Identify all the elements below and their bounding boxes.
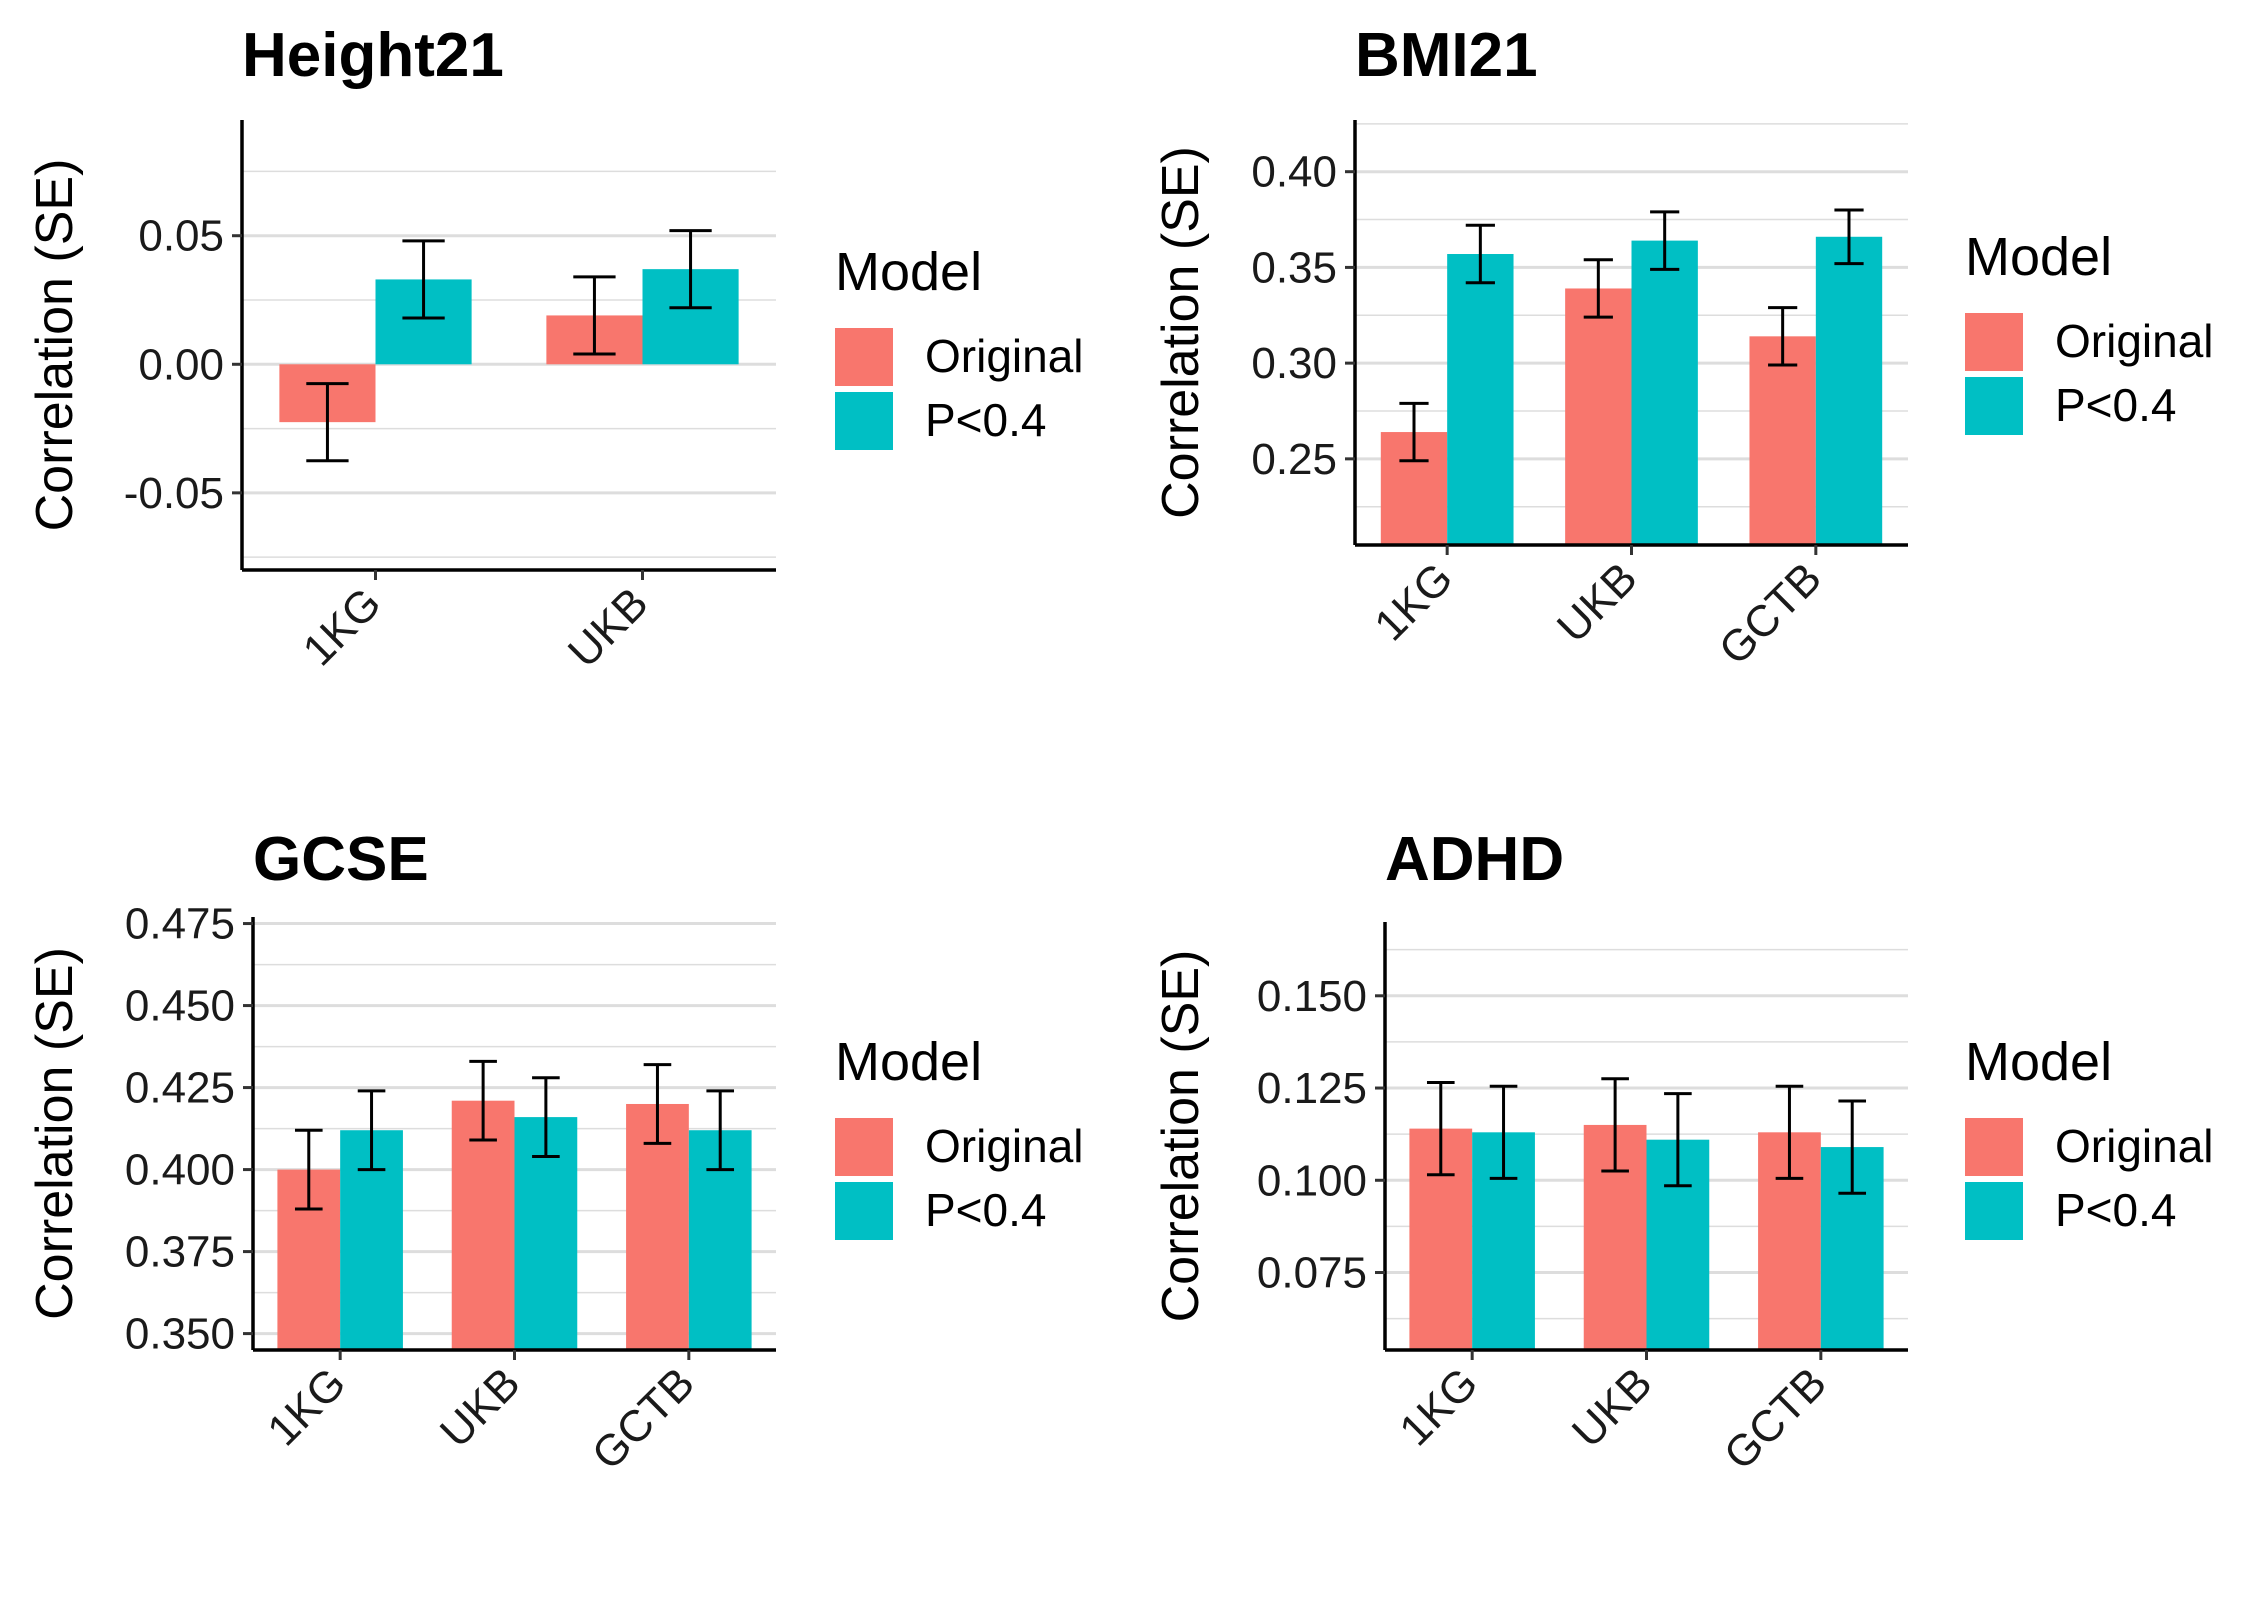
x-tick-label-GCTB: GCTB (1710, 553, 1831, 674)
y-tick-label: 0.450 (125, 982, 235, 1031)
legend-key-original (835, 328, 893, 386)
y-tick-label: 0.425 (125, 1064, 235, 1113)
panel-title: Height21 (242, 21, 504, 90)
legend-key-original (835, 1118, 893, 1176)
panel-0: -0.05 0.00 0.05 1KG UKB Height21 Correlation (… (26, 21, 1084, 677)
x-tick-label-GCTB: GCTB (1715, 1358, 1836, 1479)
panel-title: BMI21 (1355, 21, 1538, 90)
legend: Model Original P<0.4 (1965, 1032, 2214, 1240)
legend-label-original: Original (2055, 315, 2214, 367)
x-tick-label-1KG: 1KG (258, 1358, 355, 1455)
legend-label-original: Original (2055, 1120, 2214, 1172)
legend-label-original: Original (925, 1120, 1084, 1172)
y-axis-label: Correlation (SE) (1152, 950, 1210, 1323)
bar-p04-UKB (1631, 240, 1698, 546)
legend-title: Model (835, 1032, 982, 1092)
bar-p04-GCTB (1815, 236, 1883, 545)
panel-3: 0.075 0.100 0.125 0.150 1KG UKB GCTB ADHD Correl… (1152, 825, 2214, 1480)
panel-2: 0.350 0.375 0.400 0.425 0.450 0.475 1KG UKB GCTB… (26, 825, 1084, 1480)
y-tick-label: 0.30 (1251, 339, 1337, 388)
y-axis-label: Correlation (SE) (1152, 146, 1210, 519)
x-tick-label-UKB: UKB (1563, 1358, 1662, 1457)
y-tick-label: 0.100 (1257, 1156, 1367, 1205)
legend-title: Model (1965, 1032, 2112, 1092)
y-axis-label: Correlation (SE) (26, 947, 84, 1320)
legend: Model Original P<0.4 (835, 1032, 1084, 1240)
panel-title: ADHD (1385, 825, 1564, 894)
y-tick-label: 0.475 (125, 900, 235, 949)
legend-label-p04: P<0.4 (2055, 379, 2177, 431)
y-tick-label: 0.125 (1257, 1064, 1367, 1113)
x-tick-label-UKB: UKB (431, 1358, 530, 1457)
legend-label-original: Original (925, 330, 1084, 382)
legend-key-p04 (835, 392, 893, 450)
bar-p04-1KG (1447, 254, 1514, 545)
bar-original-GCTB (626, 1103, 689, 1350)
legend-label-p04: P<0.4 (925, 1184, 1047, 1236)
legend-key-original (1965, 1118, 2023, 1176)
y-tick-label: 0.400 (125, 1146, 235, 1195)
legend-label-p04: P<0.4 (925, 394, 1047, 446)
legend-label-p04: P<0.4 (2055, 1184, 2177, 1236)
y-tick-label: 0.375 (125, 1228, 235, 1277)
x-tick-label-1KG: 1KG (1390, 1358, 1487, 1455)
legend-key-original (1965, 313, 2023, 371)
y-tick-label: 0.150 (1257, 972, 1367, 1021)
panel-title: GCSE (253, 825, 429, 894)
x-tick-label-UKB: UKB (1548, 553, 1647, 652)
bar-original-UKB (1565, 288, 1632, 545)
x-tick-label-GCTB: GCTB (583, 1358, 704, 1479)
legend-title: Model (835, 242, 982, 302)
x-tick-label-1KG: 1KG (1365, 553, 1462, 650)
y-tick-label: 0.05 (138, 212, 224, 261)
legend-key-p04 (835, 1182, 893, 1240)
bar-original-GCTB (1749, 336, 1816, 545)
y-tick-label: 0.35 (1251, 243, 1337, 292)
y-tick-label: 0.350 (125, 1310, 235, 1359)
y-tick-label: 0.25 (1251, 435, 1337, 484)
legend: Model Original P<0.4 (835, 242, 1084, 450)
legend-key-p04 (1965, 377, 2023, 435)
y-tick-label: 0.00 (138, 340, 224, 389)
x-tick-label-UKB: UKB (559, 578, 658, 677)
y-tick-label: 0.40 (1251, 148, 1337, 197)
legend-title: Model (1965, 227, 2112, 287)
y-tick-label: -0.05 (124, 469, 224, 518)
legend-key-p04 (1965, 1182, 2023, 1240)
y-tick-label: 0.075 (1257, 1249, 1367, 1298)
y-axis-label: Correlation (SE) (26, 159, 84, 532)
panel-1: 0.25 0.30 0.35 0.40 1KG UKB GCTB BMI21 Correlati… (1152, 21, 2214, 675)
x-tick-label-1KG: 1KG (294, 578, 391, 675)
legend: Model Original P<0.4 (1965, 227, 2214, 435)
bar-original-UKB (451, 1100, 515, 1350)
